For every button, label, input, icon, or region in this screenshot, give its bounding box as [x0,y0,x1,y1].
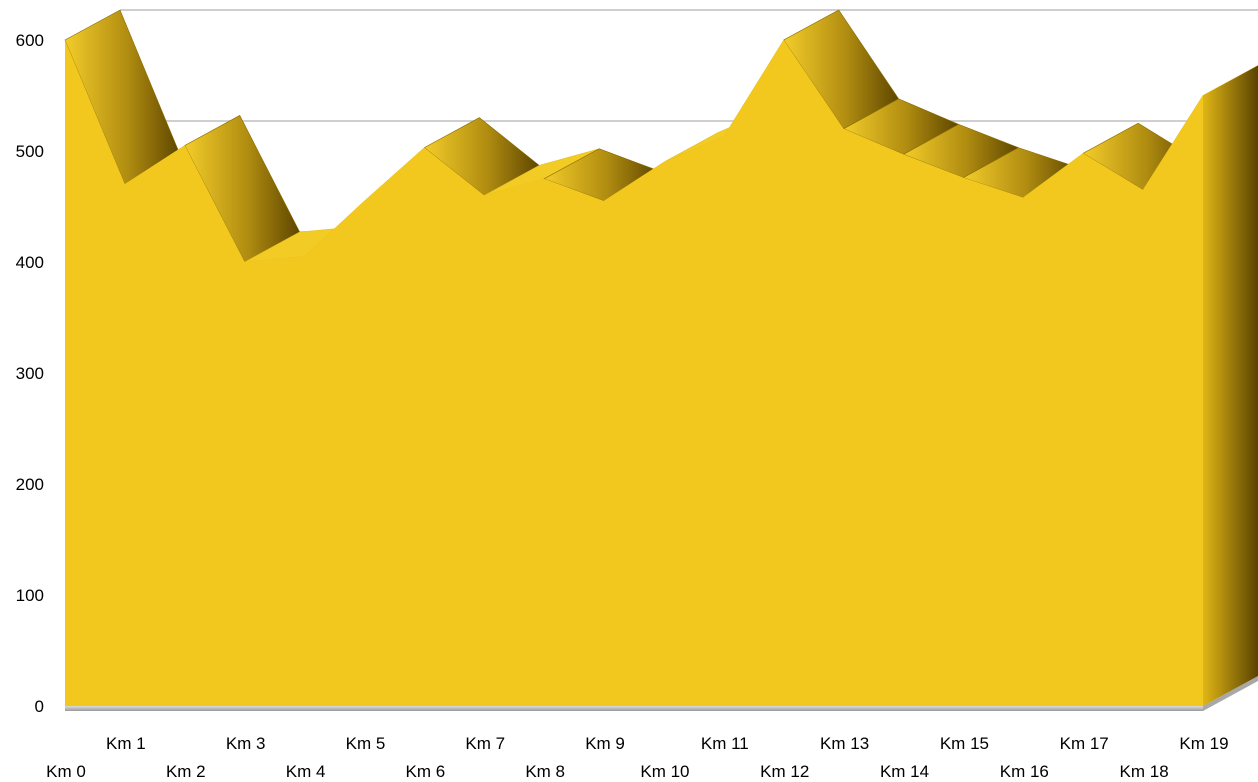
x-tick-label: Km 14 [880,762,929,781]
x-tick-label: Km 17 [1060,734,1109,753]
x-tick-label: Km 9 [585,734,625,753]
y-tick-label: 400 [16,253,44,272]
x-tick-label: Km 16 [1000,762,1049,781]
x-tick-label: Km 11 [701,734,749,753]
floor-side [1203,676,1258,711]
x-tick-label: Km 19 [1179,734,1228,753]
x-tick-label: Km 15 [940,734,989,753]
y-tick-label: 100 [16,586,44,605]
x-tick-label: Km 0 [46,762,86,781]
x-tick-label: Km 7 [465,734,505,753]
y-tick-label: 300 [16,364,44,383]
area-series [65,40,1203,706]
x-tick-label: Km 1 [106,734,146,753]
x-tick-label: Km 4 [286,762,326,781]
x-tick-label: Km 6 [406,762,446,781]
y-tick-label: 600 [16,31,44,50]
y-tick-label: 500 [16,142,44,161]
y-axis: 0 100 200 300 400 500 600 [16,31,44,716]
x-tick-label: Km 3 [226,734,266,753]
x-tick-label: Km 2 [166,762,206,781]
floor-edge [65,706,1203,711]
y-tick-label: 200 [16,475,44,494]
x-axis: Km 0 Km 1 Km 2 Km 3 Km 4 Km 5 Km 6 Km 7 Km 8 Km 9… [46,734,1228,781]
x-tick-label: Km 5 [346,734,386,753]
x-tick-label: Km 18 [1120,762,1169,781]
area-side-face [1203,65,1258,706]
x-tick-label: Km 13 [820,734,869,753]
x-tick-label: Km 10 [640,762,689,781]
x-tick-label: Km 8 [525,762,565,781]
area-front-face [65,40,1203,706]
x-tick-label: Km 12 [760,762,809,781]
y-tick-label: 0 [35,697,44,716]
